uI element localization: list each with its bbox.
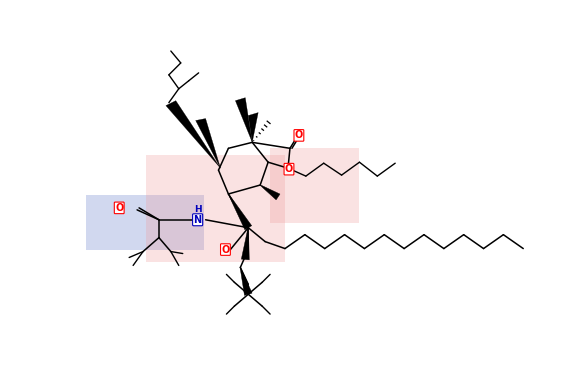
Polygon shape (249, 112, 258, 142)
FancyBboxPatch shape (270, 148, 360, 223)
Text: H: H (194, 205, 201, 214)
Polygon shape (241, 228, 249, 260)
Polygon shape (235, 98, 253, 142)
Text: O: O (285, 164, 293, 174)
Polygon shape (166, 101, 221, 168)
Text: O: O (115, 203, 123, 213)
Polygon shape (260, 185, 280, 200)
Polygon shape (228, 194, 252, 230)
Polygon shape (196, 119, 221, 168)
Text: O: O (295, 130, 303, 140)
Text: O: O (221, 245, 230, 255)
FancyBboxPatch shape (87, 195, 203, 250)
Text: N: N (194, 215, 202, 225)
FancyBboxPatch shape (146, 155, 285, 263)
Polygon shape (240, 268, 252, 295)
